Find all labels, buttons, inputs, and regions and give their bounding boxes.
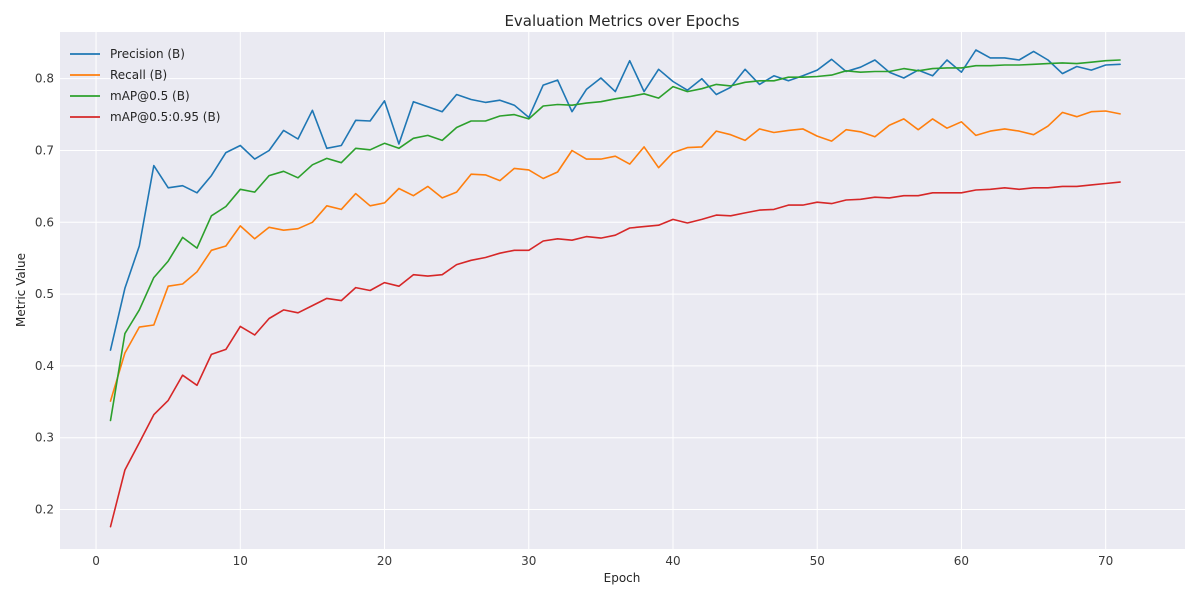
- series-lines: [109, 49, 1121, 528]
- y-tick-label: 0.7: [35, 143, 54, 157]
- x-axis-label: Epoch: [604, 571, 641, 585]
- y-tick-label: 0.4: [35, 359, 54, 373]
- x-tick-label: 50: [810, 554, 825, 568]
- x-tick-label: 30: [521, 554, 536, 568]
- plot-area: [60, 32, 1185, 549]
- y-tick-label: 0.6: [35, 215, 54, 229]
- y-axis-label: Metric Value: [14, 253, 28, 327]
- legend-label: mAP@0.5 (B): [110, 89, 190, 103]
- y-tick-label: 0.2: [35, 503, 54, 517]
- series-line-recall-b: [109, 110, 1121, 402]
- series-line-map-0-5-0-95-b: [109, 181, 1121, 528]
- series-line-precision-b: [109, 49, 1121, 351]
- chart-title: Evaluation Metrics over Epochs: [504, 12, 739, 30]
- x-tick-label: 20: [377, 554, 392, 568]
- x-tick-label: 40: [665, 554, 680, 568]
- x-tick-label: 70: [1098, 554, 1113, 568]
- series-line-map-0-5-b: [109, 59, 1121, 422]
- y-tick-label: 0.3: [35, 431, 54, 445]
- legend-item-precision-b: Precision (B): [70, 47, 185, 61]
- y-tick-labels: 0.2 0.3 0.4 0.5 0.6 0.7 0.8: [35, 72, 54, 517]
- y-tick-label: 0.8: [35, 72, 54, 86]
- legend-label: Recall (B): [110, 68, 167, 82]
- legend-item-map-0-5-0-95-b: mAP@0.5:0.95 (B): [70, 110, 220, 124]
- legend-item-map-0-5-b: mAP@0.5 (B): [70, 89, 190, 103]
- legend-item-recall-b: Recall (B): [70, 68, 167, 82]
- legend: Precision (B) Recall (B) mAP@0.5 (B) mAP@0.…: [70, 47, 220, 124]
- x-tick-label: 10: [233, 554, 248, 568]
- y-gridlines: [60, 78, 1185, 511]
- y-tick-label: 0.5: [35, 287, 54, 301]
- legend-label: mAP@0.5:0.95 (B): [110, 110, 220, 124]
- x-tick-labels: 0 10 20 30 40 50 60 70: [92, 554, 1113, 568]
- x-tick-label: 60: [954, 554, 969, 568]
- legend-label: Precision (B): [110, 47, 185, 61]
- x-tick-label: 0: [92, 554, 100, 568]
